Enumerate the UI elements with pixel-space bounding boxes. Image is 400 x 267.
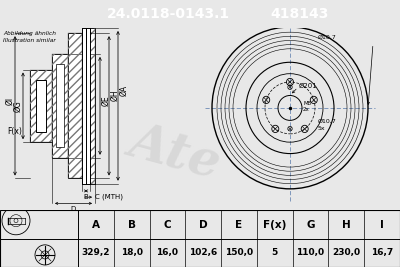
Text: 5: 5 — [272, 248, 278, 257]
Bar — [56, 64, 64, 147]
Bar — [68, 33, 82, 178]
Bar — [90, 28, 95, 184]
Text: 329,2: 329,2 — [82, 248, 110, 257]
Text: F(x): F(x) — [7, 127, 22, 136]
Text: M8
2x: M8 2x — [303, 101, 311, 112]
Bar — [86, 28, 90, 184]
Text: ØA: ØA — [119, 85, 128, 96]
Bar — [90, 28, 95, 184]
Text: C (MTH): C (MTH) — [95, 194, 123, 201]
Text: ØI: ØI — [5, 97, 14, 105]
Bar — [30, 69, 52, 142]
Bar — [36, 80, 46, 132]
Text: B: B — [84, 194, 88, 200]
Text: C: C — [164, 220, 171, 230]
Text: 18,0: 18,0 — [121, 248, 143, 257]
Text: 24.0118-0143.1: 24.0118-0143.1 — [106, 7, 230, 21]
Text: G: G — [306, 220, 315, 230]
Text: Ø10,7: Ø10,7 — [318, 35, 337, 40]
Text: 230,0: 230,0 — [332, 248, 360, 257]
Text: Ø201: Ø201 — [299, 83, 318, 89]
Text: D: D — [199, 220, 208, 230]
Text: I: I — [380, 220, 384, 230]
Text: ØE: ØE — [101, 95, 110, 106]
Text: E: E — [236, 220, 242, 230]
Text: ØH: ØH — [110, 90, 119, 101]
Bar — [82, 28, 86, 184]
Text: Ate: Ate — [124, 117, 226, 188]
Text: 418143: 418143 — [271, 7, 329, 21]
Text: ØG: ØG — [13, 100, 22, 112]
Text: Abbildung ähnlich
Illustration similar: Abbildung ähnlich Illustration similar — [3, 31, 56, 43]
Text: A: A — [92, 220, 100, 230]
Bar — [68, 33, 82, 178]
Text: H: H — [342, 220, 351, 230]
Text: Ø10,7: Ø10,7 — [318, 118, 337, 123]
Text: D: D — [70, 206, 76, 213]
Text: 16,7: 16,7 — [371, 248, 393, 257]
Text: 110,0: 110,0 — [296, 248, 325, 257]
Text: F(x): F(x) — [263, 220, 286, 230]
Text: 102,6: 102,6 — [189, 248, 217, 257]
Bar — [52, 54, 68, 158]
Text: B: B — [128, 220, 136, 230]
Bar — [30, 69, 52, 142]
Bar — [82, 44, 90, 168]
Text: 5x: 5x — [318, 125, 326, 131]
Text: 16,0: 16,0 — [156, 248, 178, 257]
Text: 150,0: 150,0 — [225, 248, 253, 257]
Bar — [52, 54, 68, 158]
